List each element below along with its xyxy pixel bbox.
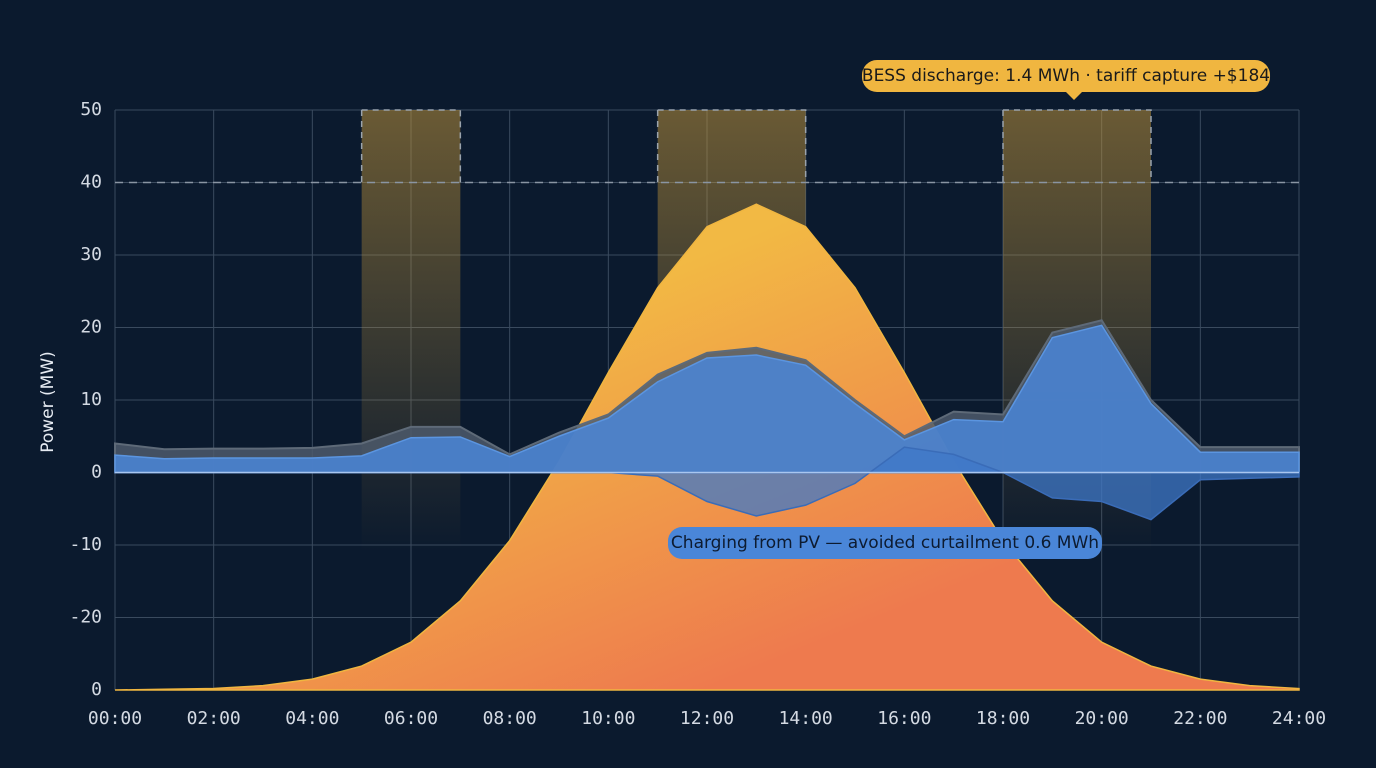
x-tick-label: 02:00 [187, 708, 241, 729]
x-tick-label: 10:00 [581, 708, 635, 729]
callout-bess-text: BESS discharge: 1.4 MWh · tariff capture… [862, 66, 1270, 86]
y-tick-label: 0 [91, 462, 102, 483]
y-tick-label: 20 [80, 317, 102, 338]
peak-window [361, 110, 461, 553]
x-tick-label: 18:00 [976, 708, 1030, 729]
callout-bess [861, 59, 1271, 100]
y-tick-label: -20 [69, 607, 102, 628]
x-tick-label: 16:00 [877, 708, 931, 729]
x-tick-label: 12:00 [680, 708, 734, 729]
x-tick-label: 06:00 [384, 708, 438, 729]
callout-pv-text: Charging from PV — avoided curtailment 0… [671, 533, 1099, 553]
x-tick-label: 08:00 [483, 708, 537, 729]
y-tick-label: 10 [80, 389, 102, 410]
x-tick-label: 14:00 [779, 708, 833, 729]
callout-pv [668, 527, 1102, 559]
x-tick-label: 04:00 [285, 708, 339, 729]
grid-area [114, 324, 1300, 474]
y-tick-label: 0 [91, 679, 102, 700]
y-tick-label: 40 [80, 172, 102, 193]
y-tick-label: 50 [80, 99, 102, 120]
y-axis-label: Power (MW) [38, 351, 58, 453]
x-tick-label: 00:00 [88, 708, 142, 729]
y-tick-label: -10 [69, 534, 102, 555]
x-tick-label: 20:00 [1075, 708, 1129, 729]
x-tick-label: 24:00 [1272, 708, 1326, 729]
peak-window-outline [656, 109, 807, 183]
peak-window-outline [360, 109, 462, 183]
peak-window-outline [1002, 109, 1152, 183]
y-tick-label: 30 [80, 244, 102, 265]
x-tick-label: 22:00 [1173, 708, 1227, 729]
